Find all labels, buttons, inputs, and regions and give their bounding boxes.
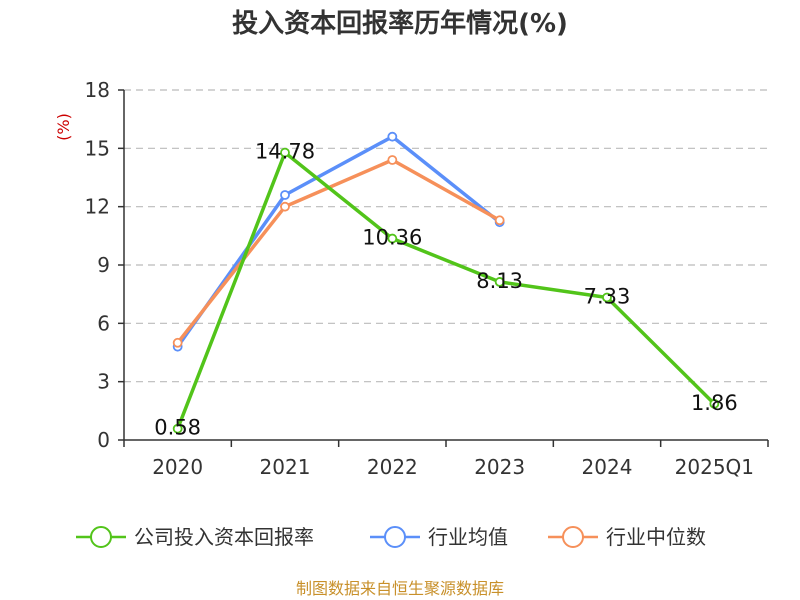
x-tick-label: 2025Q1 (675, 455, 754, 479)
y-tick-label: 0 (97, 428, 110, 452)
data-label: 1.86 (691, 391, 738, 415)
source-note: 制图数据来自恒生聚源数据库 (296, 579, 504, 598)
y-tick-label: 9 (97, 253, 110, 277)
data-point-company (280, 147, 290, 158)
data-point-industry_median (280, 201, 290, 212)
legend-label: 行业中位数 (606, 525, 706, 549)
axes: 0 3 6 9 12 15 18 2020 2021 2022 2023 2024 2025Q1 (85, 78, 769, 479)
y-tick-label: 18 (85, 78, 110, 102)
y-tick-label: 6 (97, 311, 110, 335)
data-point-industry_avg (387, 131, 398, 142)
legend: 公司投入资本回报率 行业均值 行业中位数 (76, 525, 706, 549)
series-line-industry_avg (175, 134, 502, 349)
y-tick-label: 3 (97, 370, 110, 394)
legend-label: 行业均值 (428, 525, 508, 549)
data-label: 7.33 (584, 284, 631, 308)
x-tick-label: 2023 (474, 455, 525, 479)
data-point-industry_median (494, 215, 505, 226)
data-point-company (494, 277, 505, 287)
legend-item-company: 公司投入资本回报率 (76, 525, 314, 549)
data-label: 0.58 (154, 416, 201, 440)
x-tick-label: 2020 (152, 455, 203, 479)
data-point-company (602, 292, 612, 303)
data-point-company (387, 233, 398, 244)
legend-item-industry_avg: 行业均值 (370, 525, 508, 549)
data-point-company (709, 398, 720, 409)
legend-item-industry_median: 行业中位数 (548, 525, 706, 549)
series-layer (172, 131, 720, 434)
series-line-company (175, 150, 717, 431)
series-line-industry_median (175, 158, 502, 345)
data-labels: 0.58 14.78 10.36 8.13 7.33 1.86 (154, 140, 737, 440)
x-tick-label: 2021 (260, 455, 311, 479)
y-tick-label: 12 (85, 195, 110, 219)
legend-label: 公司投入资本回报率 (134, 525, 314, 549)
chart-title: 投入资本回报率历年情况(%) (232, 8, 568, 39)
data-label: 10.36 (362, 226, 422, 250)
legend-marker (90, 526, 112, 548)
data-point-industry_median (387, 155, 398, 165)
data-point-company (172, 423, 183, 434)
y-axis-unit-label: (%) (54, 113, 73, 141)
data-label: 14.78 (255, 140, 315, 164)
x-tick-label: 2022 (367, 455, 418, 479)
data-point-industry_avg (280, 190, 290, 200)
grid (124, 89, 768, 383)
data-point-industry_median (172, 337, 183, 348)
legend-marker (384, 526, 406, 548)
data-label: 8.13 (476, 269, 523, 293)
x-tick-label: 2024 (582, 455, 633, 479)
y-tick-label: 15 (85, 136, 110, 160)
legend-marker (562, 526, 584, 548)
